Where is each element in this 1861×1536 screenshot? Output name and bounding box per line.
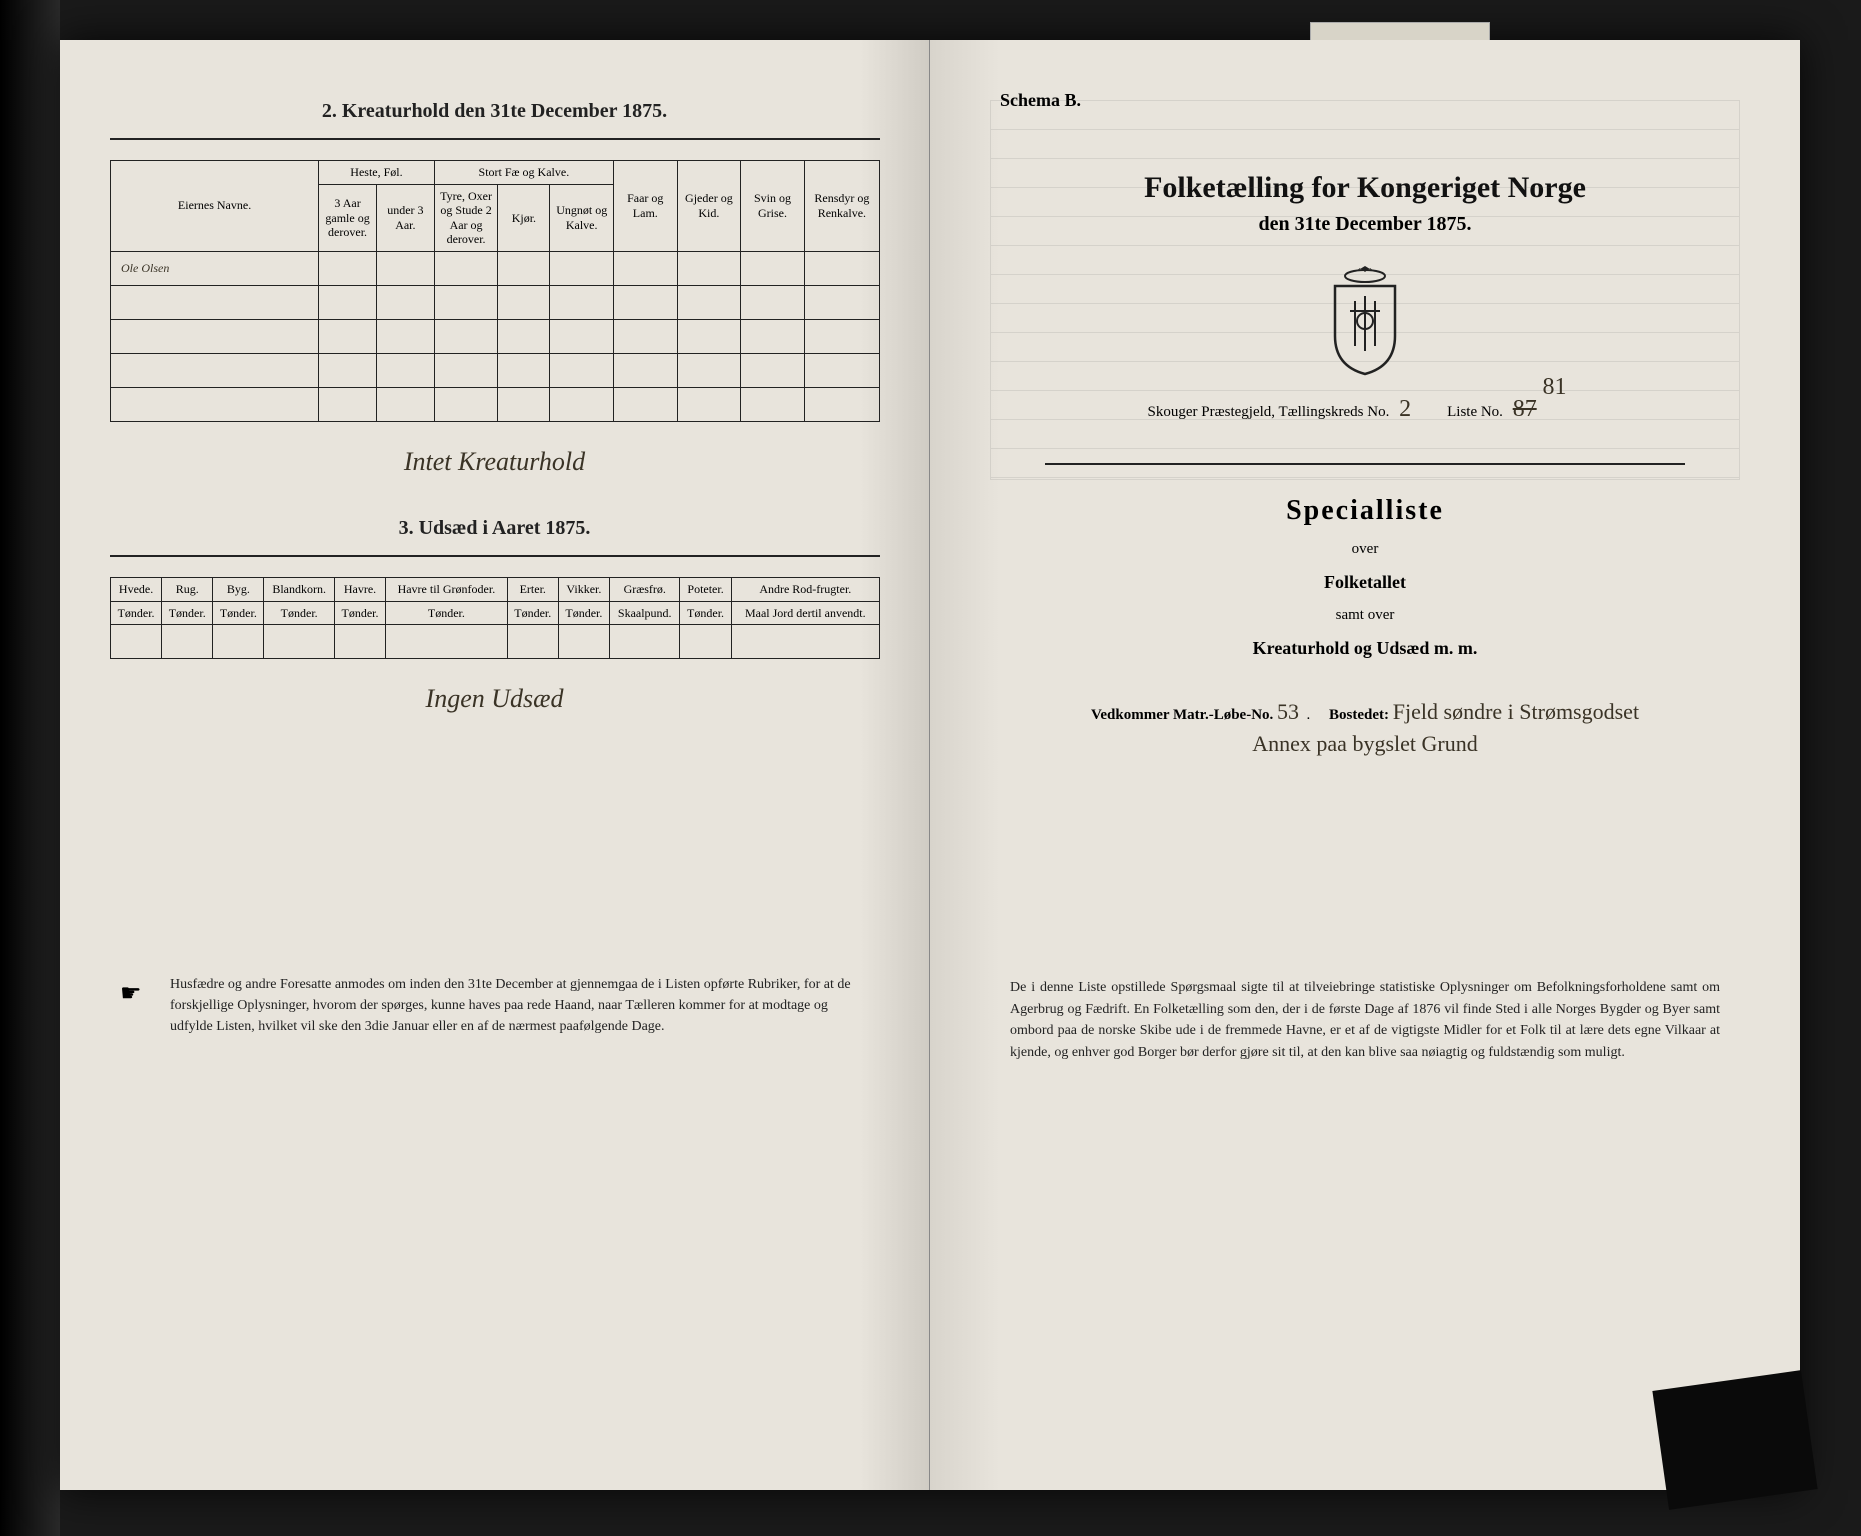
section3-rule (110, 555, 880, 557)
kreatur-row-2 (111, 285, 880, 319)
uh-3: Blandkorn. (264, 577, 335, 601)
kreatur-header-row1: Eiernes Navne. Heste, Føl. Stort Fæ og K… (111, 161, 880, 185)
kreatur-row-1: Ole Olsen (111, 251, 880, 285)
bosted-hand-2: Annex paa bygslet Grund (980, 731, 1750, 757)
uu-10: Maal Jord dertil anvendt. (731, 601, 879, 624)
col-heste: Heste, Føl. (319, 161, 435, 185)
uu-8: Skaalpund. (609, 601, 680, 624)
left-footnote-text: Husfædre og andre Foresatte anmodes om i… (170, 977, 851, 1034)
sub-ungnot: Ungnøt og Kalve. (550, 185, 614, 252)
uh-4: Havre. (334, 577, 385, 601)
pointing-hand-icon: ☛ (120, 976, 142, 1012)
udsaed-table: Hvede. Rug. Byg. Blandkorn. Havre. Havre… (110, 577, 880, 659)
udsaed-units-row: Tønder. Tønder. Tønder. Tønder. Tønder. … (111, 601, 880, 624)
section3-title: 3. Udsæd i Aaret 1875. (110, 517, 879, 540)
col-rensdyr: Rensdyr og Renkalve. (804, 161, 879, 252)
kreatur-hand-note: Intet Kreaturhold (110, 447, 879, 477)
sub-under3: under 3 Aar. (376, 185, 434, 252)
bosted-label: Bostedet: (1329, 707, 1389, 723)
over-label-1: over (980, 541, 1750, 558)
coat-of-arms-icon (1320, 266, 1410, 376)
uh-1: Rug. (162, 577, 213, 601)
uu-4: Tønder. (334, 601, 385, 624)
col-eiernes: Eiernes Navne. (111, 161, 319, 252)
book-spread: 2. Kreaturhold den 31te December 1875. E… (60, 40, 1800, 1490)
liste-no-new: 81 (1536, 374, 1572, 400)
uh-6: Erter. (507, 577, 558, 601)
specialliste-title: Specialliste (980, 495, 1750, 527)
samt-over-label: samt over (980, 607, 1750, 624)
uh-5: Havre til Grønfoder. (386, 577, 508, 601)
uh-2: Byg. (213, 577, 264, 601)
book-binding-edge (0, 0, 60, 1536)
matr-line: Vedkommer Matr.-Løbe-No. 53 . Bostedet: … (980, 699, 1750, 725)
bosted-hand-1: Fjeld søndre i Strømsgodset (1393, 699, 1639, 724)
kreatur-row-4 (111, 353, 880, 387)
uh-8: Græsfrø. (609, 577, 680, 601)
kreatur-row-3 (111, 319, 880, 353)
section2-title: 2. Kreaturhold den 31te December 1875. (110, 100, 879, 123)
uh-10: Andre Rod-frugter. (731, 577, 879, 601)
page-tab (1310, 22, 1490, 40)
col-faar: Faar og Lam. (613, 161, 677, 252)
folketallet-line: Folketallet (980, 572, 1750, 593)
matr-no: 53 (1277, 699, 1299, 724)
uu-6: Tønder. (507, 601, 558, 624)
col-gjeder: Gjeder og Kid. (677, 161, 741, 252)
kreatur-line: Kreaturhold og Udsæd m. m. (980, 638, 1750, 659)
uu-7: Tønder. (558, 601, 609, 624)
uu-3: Tønder. (264, 601, 335, 624)
uh-0: Hvede. (111, 577, 162, 601)
uu-1: Tønder. (162, 601, 213, 624)
corner-shadow (1652, 1370, 1817, 1510)
right-page: Schema B. Folketælling for Kongeriget No… (930, 40, 1800, 1490)
sub-3aar: 3 Aar gamle og derover. (319, 185, 377, 252)
col-stortfae: Stort Fæ og Kalve. (434, 161, 613, 185)
sub-tyre: Tyre, Oxer og Stude 2 Aar og derover. (434, 185, 498, 252)
udsaed-header-row: Hvede. Rug. Byg. Blandkorn. Havre. Havre… (111, 577, 880, 601)
uu-9: Tønder. (680, 601, 731, 624)
owner-name-1: Ole Olsen (111, 251, 319, 285)
right-footnote: De i denne Liste opstillede Spørgsmaal s… (980, 977, 1750, 1064)
udsaed-hand-note: Ingen Udsæd (110, 684, 879, 714)
kreatur-table: Eiernes Navne. Heste, Føl. Stort Fæ og K… (110, 160, 880, 422)
uu-2: Tønder. (213, 601, 264, 624)
uu-0: Tønder. (111, 601, 162, 624)
uu-5: Tønder. (386, 601, 508, 624)
left-footnote: ☛ Husfædre og andre Foresatte anmodes om… (110, 974, 879, 1037)
udsaed-row-1 (111, 624, 880, 658)
kreatur-row-5 (111, 387, 880, 421)
uh-7: Vikker. (558, 577, 609, 601)
left-page: 2. Kreaturhold den 31te December 1875. E… (60, 40, 930, 1490)
matr-label: Vedkommer Matr.-Løbe-No. (1091, 707, 1273, 723)
section2-rule (110, 138, 880, 140)
sub-kjor: Kjør. (498, 185, 550, 252)
uh-9: Poteter. (680, 577, 731, 601)
col-svin: Svin og Grise. (741, 161, 805, 252)
